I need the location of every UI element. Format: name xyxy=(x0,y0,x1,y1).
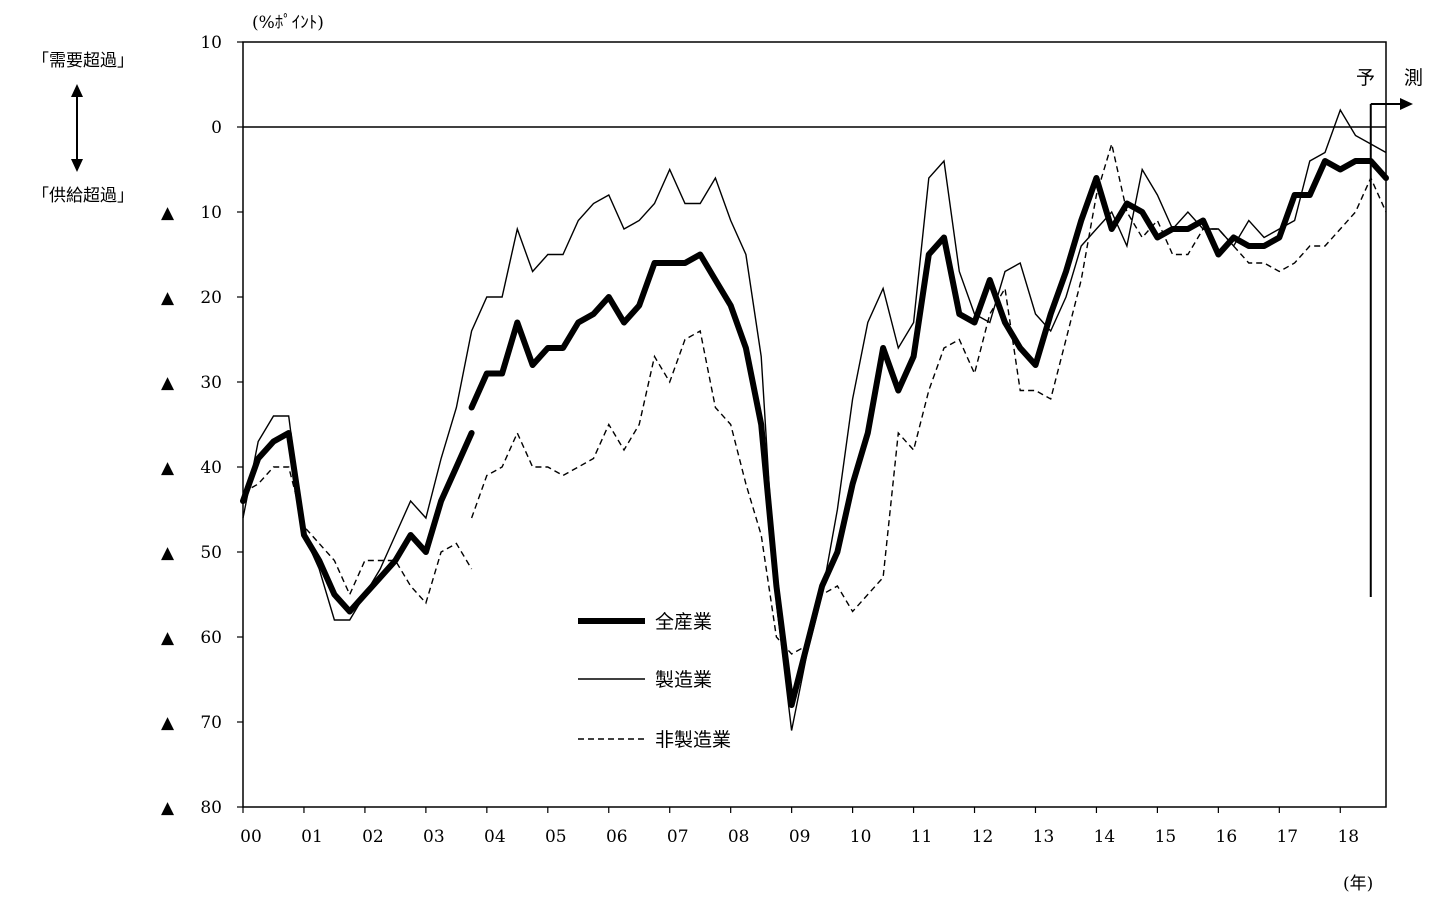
legend-label-manufacturing: 製造業 xyxy=(655,669,712,691)
y-axis: 10 0 10 ▲ 20 ▲ 30 ▲ 40 ▲ 50 ▲ 60 ▲ 70 ▲ 80 ▲ xyxy=(161,33,243,818)
x-tick-label: 14 xyxy=(1094,827,1116,847)
x-tick-label: 06 xyxy=(606,827,628,847)
y-tick-label: 20 xyxy=(200,288,222,308)
legend-label-non-manufacturing: 非製造業 xyxy=(655,729,731,751)
y-tick-label: 10 xyxy=(200,203,222,223)
x-tick-label: 02 xyxy=(362,827,384,847)
negative-marker-icon: ▲ xyxy=(161,288,175,308)
negative-marker-icon: ▲ xyxy=(161,203,175,223)
x-tick-label: 05 xyxy=(545,827,567,847)
y-unit-label: (%ﾎﾟｲﾝﾄ) xyxy=(252,13,324,33)
forecast-arrow-icon xyxy=(1400,98,1413,110)
negative-marker-icon: ▲ xyxy=(161,628,175,648)
negative-marker-icon: ▲ xyxy=(161,798,175,818)
legend: 全産業 製造業 非製造業 xyxy=(578,611,731,751)
x-tick-label: 13 xyxy=(1033,827,1055,847)
x-tick-label: 12 xyxy=(972,827,994,847)
y-tick-label: 60 xyxy=(200,628,222,648)
x-tick-label: 07 xyxy=(667,827,689,847)
plot-frame xyxy=(242,41,1387,808)
series-line-dashed-0 xyxy=(242,466,473,605)
series-line-dashed-1 xyxy=(470,141,1387,655)
x-tick-label: 16 xyxy=(1216,827,1238,847)
y-tick-label: 50 xyxy=(200,543,222,563)
x-tick-label: 04 xyxy=(484,827,506,847)
series-line-thin-0 xyxy=(242,108,1387,731)
forecast-marker: 予 測 xyxy=(1356,67,1423,597)
y-tick-label: 30 xyxy=(200,373,222,393)
x-tick-label: 17 xyxy=(1276,827,1298,847)
series-line-thick-0 xyxy=(240,430,475,615)
legend-label-all-industries: 全産業 xyxy=(655,611,712,633)
double-arrow-icon xyxy=(71,84,83,172)
x-tick-label: 18 xyxy=(1337,827,1359,847)
x-axis: 00 01 02 03 04 05 06 07 08 09 10 11 12 13 14 15 16 17 18 xyxy=(240,807,1359,847)
series-line-thick-1 xyxy=(468,158,1389,708)
series-layer xyxy=(240,108,1389,731)
x-unit-label: (年) xyxy=(1343,874,1373,894)
negative-marker-icon: ▲ xyxy=(161,713,175,733)
forecast-label-2: 測 xyxy=(1404,67,1423,89)
x-tick-label: 10 xyxy=(850,827,872,847)
x-tick-label: 03 xyxy=(423,827,445,847)
forecast-label-1: 予 xyxy=(1356,67,1375,89)
y-tick-label: 70 xyxy=(200,713,222,733)
demand-excess-label: 「需要超過」 xyxy=(32,51,134,71)
x-tick-label: 15 xyxy=(1155,827,1177,847)
y-tick-label: 10 xyxy=(200,33,222,53)
x-tick-label: 01 xyxy=(301,827,323,847)
supply-excess-label: 「供給超過」 xyxy=(32,186,134,206)
negative-marker-icon: ▲ xyxy=(161,373,175,393)
y-tick-label: 80 xyxy=(200,798,222,818)
x-tick-label: 00 xyxy=(240,827,262,847)
x-tick-label: 09 xyxy=(789,827,811,847)
x-tick-label: 11 xyxy=(911,827,933,847)
y-tick-label: 40 xyxy=(200,458,222,478)
negative-marker-icon: ▲ xyxy=(161,458,175,478)
x-tick-label: 08 xyxy=(728,827,750,847)
negative-marker-icon: ▲ xyxy=(161,543,175,563)
y-tick-label: 0 xyxy=(211,118,222,138)
